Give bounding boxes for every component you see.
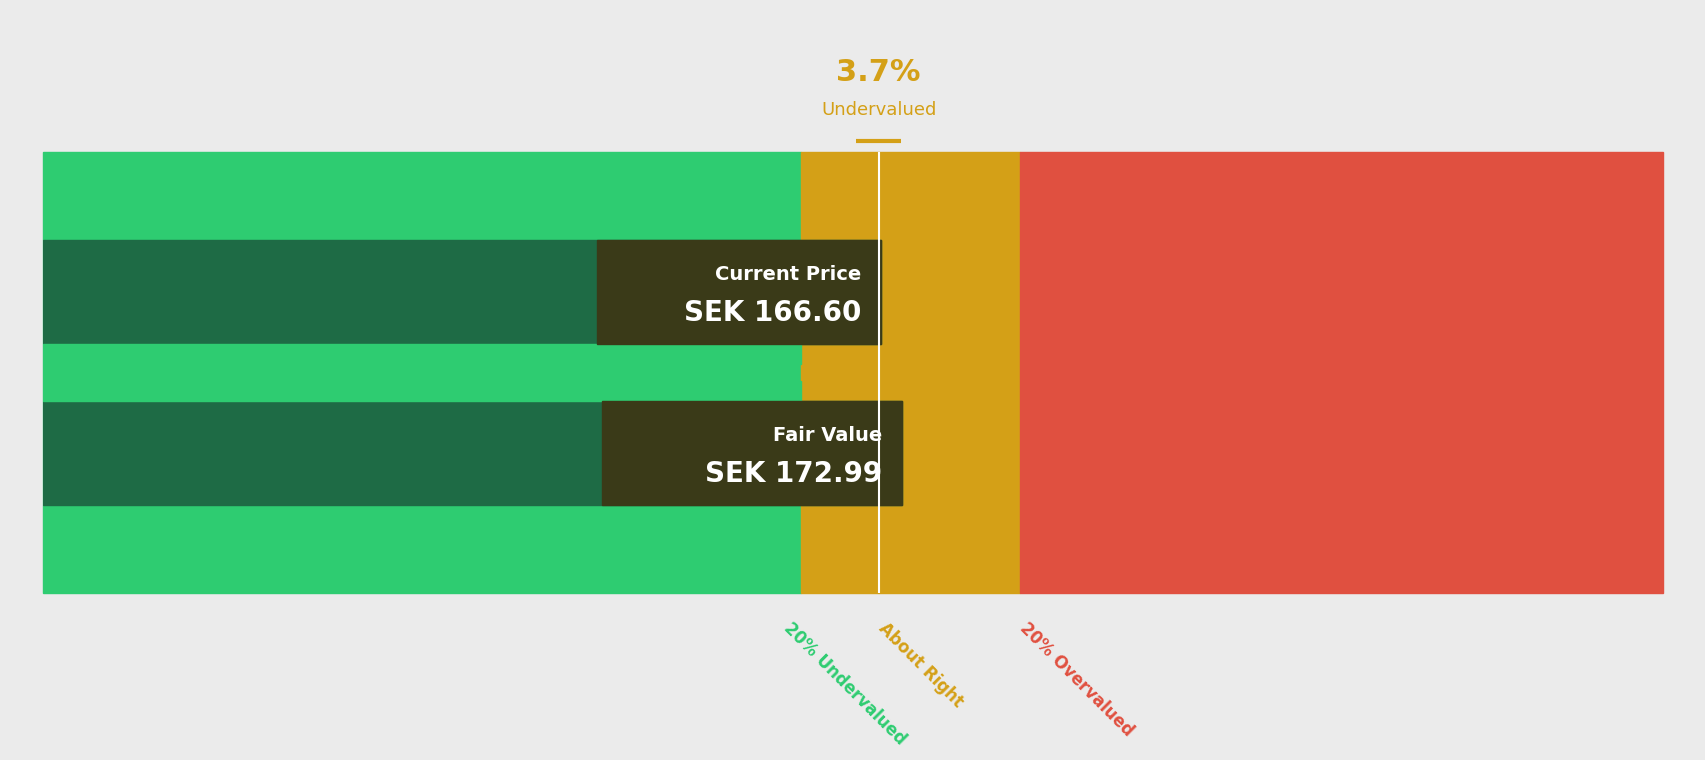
Bar: [43, 382, 801, 401]
Bar: [43, 344, 801, 363]
Text: 20% Undervalued: 20% Undervalued: [779, 619, 909, 749]
Text: 20% Overvalued: 20% Overvalued: [1014, 619, 1136, 740]
Bar: [597, 240, 880, 344]
Bar: [43, 152, 801, 593]
Bar: [43, 240, 880, 344]
Text: SEK 172.99: SEK 172.99: [704, 460, 881, 488]
Bar: [602, 401, 900, 505]
Text: 3.7%: 3.7%: [835, 58, 921, 87]
Text: SEK 166.60: SEK 166.60: [684, 299, 861, 327]
Text: Current Price: Current Price: [714, 264, 861, 283]
Bar: [801, 152, 1020, 593]
Bar: [43, 401, 900, 505]
Text: Undervalued: Undervalued: [820, 101, 936, 119]
Text: About Right: About Right: [875, 619, 967, 711]
Bar: [1020, 152, 1662, 593]
Text: Fair Value: Fair Value: [772, 426, 881, 445]
